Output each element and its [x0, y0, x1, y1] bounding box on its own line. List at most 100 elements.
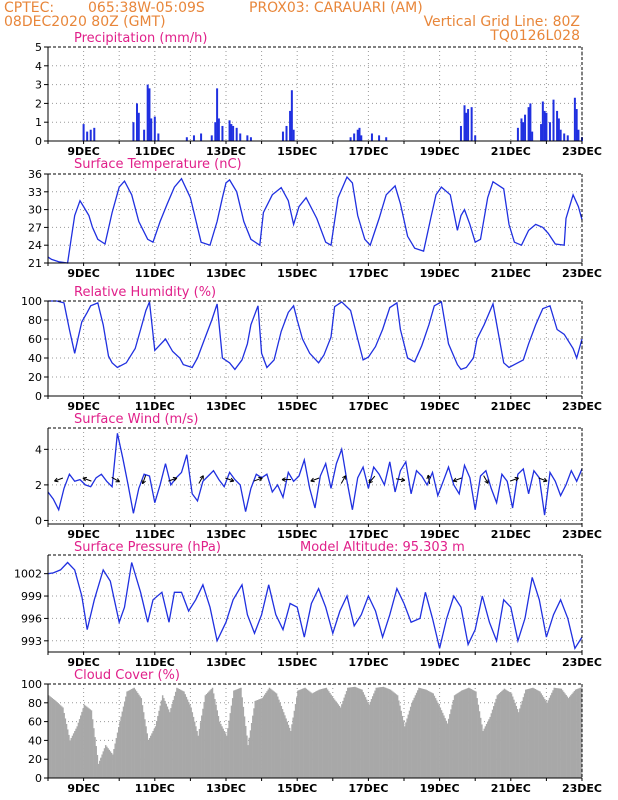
y-tick-label: 36: [28, 168, 42, 181]
cloud-cover-bar: [559, 688, 561, 778]
cloud-cover-bar: [313, 692, 316, 778]
y-tick-label: 993: [21, 635, 42, 648]
cloud-cover-bar: [195, 726, 197, 778]
cloud-cover-bar: [199, 722, 202, 778]
wind-arrow-head: [54, 480, 59, 483]
cloud-cover-bar: [377, 687, 380, 778]
wind-arrow: [538, 477, 548, 482]
cloud-cover-bar: [554, 687, 557, 778]
precip-bar: [230, 124, 233, 141]
wind-arrow-head: [368, 481, 373, 484]
cloud-cover-bar: [244, 725, 247, 778]
precip-bar: [292, 129, 295, 141]
cloud-cover-bar: [280, 705, 283, 778]
cloud-cover-bar: [405, 722, 407, 778]
cloud-cover-bar: [553, 687, 556, 778]
precip-bar: [210, 135, 213, 141]
cloud-cover-bar: [286, 721, 289, 778]
wind-arrow: [198, 475, 204, 484]
cloud-cover-bar: [398, 700, 400, 778]
cloud-cover-bar: [166, 706, 169, 778]
y-tick-label: 60: [28, 333, 42, 346]
y-tick-label: 60: [28, 716, 42, 729]
cloud-cover-bar: [534, 689, 537, 778]
y-tick-label: 1002: [14, 568, 42, 581]
cloud-cover-bar: [258, 699, 260, 778]
cloud-cover-bar: [551, 692, 553, 778]
wind-arrow: [453, 477, 462, 482]
cloud-cover-bar: [146, 733, 148, 778]
precip-bar: [548, 122, 551, 141]
cloud-cover-bar: [97, 763, 100, 778]
cloud-cover-bar: [299, 689, 302, 778]
cloud-cover-bar: [119, 721, 121, 778]
cloud-cover-bar: [366, 699, 368, 778]
cloud-cover-bar: [144, 719, 146, 778]
cloud-cover-bar: [420, 688, 423, 778]
cloud-cover-bar: [58, 704, 61, 778]
precip-bar: [281, 131, 284, 141]
x-tick-label: 17DEC: [348, 656, 388, 669]
cloud-cover-bar: [230, 705, 233, 778]
cloud-cover-bar: [202, 708, 204, 778]
cloud-cover-bar: [411, 702, 413, 778]
cloud-cover-bar: [401, 715, 404, 778]
cloud-cover-bar: [470, 689, 472, 778]
cloud-cover-bar: [261, 698, 264, 778]
cloud-cover-bar: [357, 688, 360, 778]
wind-arrow-head: [515, 477, 519, 482]
cloud-cover-bar: [433, 695, 436, 778]
cloud-cover-bar: [274, 692, 277, 778]
cloud-cover-bar: [82, 708, 84, 778]
cloud-cover-bar: [519, 708, 521, 778]
cloud-cover-bar: [417, 690, 419, 778]
x-tick-label: 15DEC: [277, 267, 317, 280]
cloud-cover-bar: [284, 715, 286, 778]
wind-arrow-head: [544, 477, 548, 482]
precip-bar: [192, 135, 195, 141]
cloud-cover-bar: [49, 696, 51, 778]
cloud-cover-bar: [159, 705, 162, 778]
x-tick-label: 19DEC: [420, 656, 460, 669]
station-label: PROX03: CARAUARI (AM): [249, 0, 423, 16]
cloud-cover-bar: [487, 721, 489, 778]
cloud-cover-bar: [263, 694, 266, 778]
cloud-cover-bar: [547, 700, 550, 778]
precip-bar: [290, 90, 293, 141]
cloud-cover-bar: [371, 696, 374, 778]
cloud-cover-bar: [464, 689, 467, 778]
cloud-cover-bar: [169, 712, 171, 778]
cloud-cover-bar: [220, 723, 222, 778]
cloud-cover-bar: [555, 688, 558, 778]
wind-arrow: [340, 475, 347, 484]
cloud-cover-bar: [56, 702, 58, 778]
precip-bar: [285, 125, 288, 141]
cloud-cover-bar: [193, 721, 196, 778]
cloud-cover-bar: [204, 695, 207, 778]
cloud-cover-bar: [138, 694, 140, 778]
cloud-cover-bar: [324, 688, 326, 778]
cloud-cover-bar: [173, 695, 176, 778]
cloud-cover-bar: [474, 690, 476, 778]
cloud-cover-bar: [360, 689, 362, 778]
cloud-cover-bar: [509, 692, 512, 778]
cloud-cover-bar: [427, 690, 430, 778]
cloud-cover-bar: [443, 715, 445, 778]
cloud-cover-bar: [171, 704, 173, 778]
cloud-cover-bar: [271, 689, 273, 778]
cloud-cover-bar: [94, 737, 96, 778]
cloud-cover-bar: [428, 691, 431, 778]
cloud-cover-bar: [525, 689, 527, 778]
x-tick-label: 23DEC: [562, 267, 602, 280]
cloud-cover-bar: [322, 688, 324, 778]
wind-arrow-head: [514, 476, 519, 479]
cloud-cover-bar: [425, 689, 427, 778]
cloud-cover-bar: [48, 695, 50, 778]
wind-arrow-head: [426, 474, 429, 480]
precip-bar: [246, 135, 249, 141]
cloud-cover-bar: [451, 704, 453, 778]
cloud-cover-bar: [527, 689, 529, 778]
precip-bar: [356, 129, 359, 141]
panel-title: Surface Wind (m/s): [74, 412, 198, 427]
cloud-cover-bar: [318, 689, 321, 778]
